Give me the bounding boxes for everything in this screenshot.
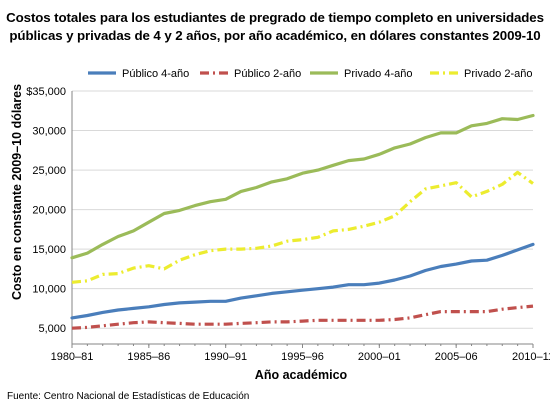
chart-title-line-2: públicas y privadas de 4 y 2 años, por a… — [9, 28, 541, 43]
series-lines — [70, 113, 535, 330]
x-tick-label: 1980–81 — [51, 351, 94, 363]
y-tick-label: 5,000 — [38, 323, 66, 335]
y-tick-label: 20,000 — [32, 205, 66, 217]
gridlines — [72, 90, 533, 329]
y-tick-label: 25,000 — [32, 165, 66, 177]
legend: Público 4-año Público 2-año Privado 4-año P… — [88, 68, 533, 80]
series-line-p-blico-2-a-o — [71, 304, 534, 330]
y-axis-label: Costo en constante 2009–10 dólares — [10, 84, 24, 300]
y-tick-label: 15,000 — [32, 244, 66, 256]
legend-label: Público 4-año — [122, 68, 189, 80]
chart-title-line-1: Costos totales para los estudiantes de p… — [6, 10, 544, 25]
y-tick-label: $35,000 — [26, 86, 66, 98]
x-tick-label: 1990–91 — [204, 351, 247, 363]
axes: 5,000 10,000 15,000 20,000 25,000 30,000 $35,0… — [26, 86, 550, 363]
x-tick-label: 2000–01 — [358, 351, 401, 363]
series-line-privado-2-a-o — [71, 170, 534, 284]
x-tick-label: 1985–86 — [127, 351, 170, 363]
legend-label: Privado 4-año — [344, 68, 413, 80]
x-tick-label: 2010–11 — [512, 351, 550, 363]
y-tick-label: 10,000 — [32, 284, 66, 296]
y-tick-label: 30,000 — [32, 126, 66, 138]
x-tick-label: 2005–06 — [435, 351, 478, 363]
legend-label: Público 2-año — [234, 68, 301, 80]
series-line-p-blico-4-a-o — [70, 242, 535, 320]
source-note: Fuente: Centro Nacional de Estadísticas … — [7, 391, 250, 402]
x-tick-label: 1995–96 — [281, 351, 324, 363]
legend-label: Privado 2-año — [464, 68, 533, 80]
x-axis-label: Año académico — [255, 368, 348, 382]
series-line-privado-4-a-o — [70, 113, 535, 260]
